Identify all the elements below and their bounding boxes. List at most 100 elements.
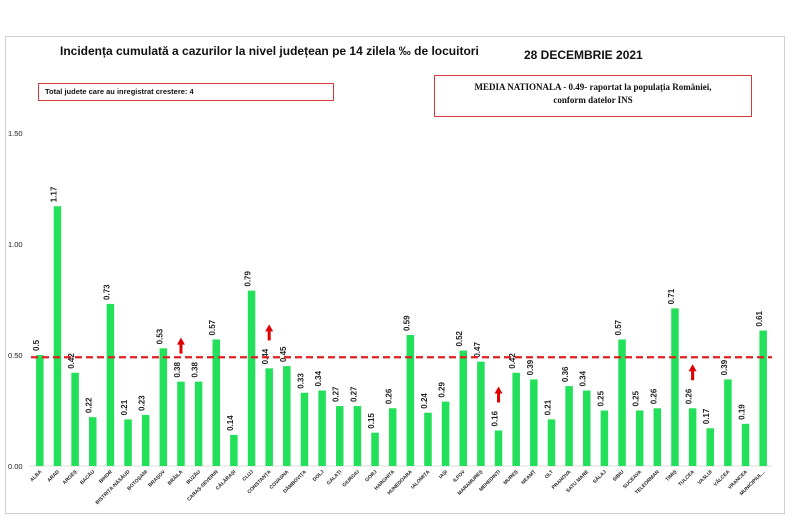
- y-tick-label: 1.00: [8, 240, 23, 249]
- y-tick-label: 1.50: [8, 129, 23, 138]
- x-category-label: ALBA: [29, 469, 43, 483]
- bar: [512, 372, 520, 466]
- bar-value-label: 0.17: [702, 408, 711, 424]
- bar: [247, 290, 256, 466]
- bar-value-label: 0.14: [226, 415, 235, 431]
- x-category-label: BIHOR: [98, 469, 114, 485]
- x-category-label: CLUJ: [241, 469, 255, 483]
- x-category-label: SIBIU: [612, 469, 626, 483]
- y-axis: 0.00 0.50 1.00 1.50: [8, 129, 772, 471]
- bar: [353, 406, 362, 466]
- bar: [212, 339, 220, 466]
- x-category-label: BACĂU: [78, 468, 96, 486]
- x-category-label: ARGEȘ: [62, 469, 79, 486]
- national-average-line2: conform datelor INS: [553, 95, 633, 105]
- bar: [494, 430, 503, 466]
- bar-value-label: 0.22: [85, 397, 94, 413]
- bar-value-label: 0.42: [67, 353, 76, 369]
- bar: [230, 434, 238, 466]
- bar: [388, 408, 397, 466]
- x-category-label: TIMIȘ: [665, 469, 679, 483]
- bar-value-label: 0.21: [543, 399, 552, 415]
- bar-value-label: 0.27: [349, 386, 358, 402]
- bar-value-label: 0.39: [526, 359, 535, 375]
- bar: [371, 432, 379, 466]
- bar: [106, 303, 115, 466]
- x-category-label: BRAȘOV: [147, 469, 167, 489]
- bar-value-label: 0.53: [155, 328, 164, 344]
- bar: [141, 414, 150, 466]
- national-average-line1: MEDIA NATIONALA - 0.49- raportat la popu…: [474, 82, 712, 92]
- bar-value-label: 0.23: [138, 395, 147, 411]
- bar: [283, 366, 291, 466]
- bar-value-label: 0.15: [367, 413, 376, 429]
- increase-markers: [176, 324, 697, 403]
- x-category-label: OLT: [544, 469, 555, 480]
- bar-value-label: 0.21: [120, 399, 129, 415]
- bar: [159, 348, 168, 466]
- bar: [547, 419, 556, 466]
- x-axis-labels: ALBA ARAD ARGEȘ BACĂU BIHORBISTRIȚA-NĂSĂUDBO…: [29, 468, 767, 506]
- bar: [124, 419, 132, 466]
- bar: [71, 372, 79, 466]
- bar-value-label: 0.39: [720, 359, 729, 375]
- bar: [706, 428, 714, 466]
- bar: [759, 330, 767, 466]
- x-category-label: IALOMIȚA: [410, 469, 432, 491]
- national-average-box: MEDIA NATIONALA - 0.49- raportat la popu…: [434, 75, 752, 117]
- bar-value-label: 0.59: [402, 315, 411, 331]
- bar: [600, 410, 609, 466]
- bar: [194, 381, 203, 466]
- bar: [618, 339, 626, 466]
- bar-value-label: 0.52: [455, 330, 464, 346]
- bar: [406, 335, 415, 466]
- bar-value-label: 0.34: [579, 370, 588, 386]
- bar-value-label: 0.5: [32, 339, 41, 351]
- bar: [688, 408, 697, 466]
- increase-arrow-icon: [688, 364, 697, 381]
- bar: [671, 308, 679, 466]
- bar-value-label: 0.57: [208, 319, 217, 335]
- chart-date: 28 DECEMBRIE 2021: [524, 48, 643, 62]
- bar-value-label: 0.71: [667, 288, 676, 304]
- bar-value-label: 0.61: [755, 310, 764, 326]
- bar-value-label: 0.42: [508, 353, 517, 369]
- bar-value-label: 0.16: [491, 410, 500, 426]
- increase-arrow-icon: [494, 386, 503, 403]
- increase-arrow-shape: [688, 364, 697, 381]
- x-category-label: CARAȘ-SEVERIN: [186, 469, 220, 503]
- increase-arrow-icon: [265, 324, 274, 341]
- bar-value-label: 0.27: [332, 386, 341, 402]
- bar: [300, 392, 309, 466]
- bar-value-label: 0.26: [685, 388, 694, 404]
- bar-value-label: 0.26: [385, 388, 394, 404]
- increase-count-box: Total judete care au inregistrat crester…: [38, 83, 334, 101]
- bar: [741, 423, 750, 466]
- increase-arrow-shape: [265, 324, 274, 341]
- increase-arrow-shape: [176, 337, 185, 354]
- increase-arrow-icon: [176, 337, 185, 354]
- bar: [265, 368, 273, 466]
- bar-value-label: 0.79: [244, 270, 253, 286]
- x-category-label: BRĂILA: [166, 468, 185, 487]
- bar: [583, 390, 591, 466]
- bar: [177, 381, 185, 466]
- bar: [336, 406, 344, 466]
- chart-frame: [5, 36, 785, 514]
- bar-value-label: 0.29: [438, 381, 447, 397]
- x-category-label: GIURGIU: [341, 469, 361, 489]
- y-tick-label: 0.50: [8, 351, 23, 360]
- bar: [318, 390, 326, 466]
- bar-value-label: 0.73: [102, 284, 111, 300]
- bar-value-label: 0.24: [420, 393, 429, 409]
- bar-value-label: 0.38: [191, 362, 200, 378]
- y-tick-label: 0.00: [8, 462, 23, 471]
- bar-value-label: 1.17: [49, 186, 58, 202]
- x-category-label: MUREȘ: [503, 469, 520, 486]
- x-category-label: ILFOV: [452, 469, 467, 484]
- bar: [36, 355, 44, 466]
- bar-value-label: 0.25: [596, 390, 605, 406]
- bar: [653, 408, 662, 466]
- bar: [565, 386, 573, 466]
